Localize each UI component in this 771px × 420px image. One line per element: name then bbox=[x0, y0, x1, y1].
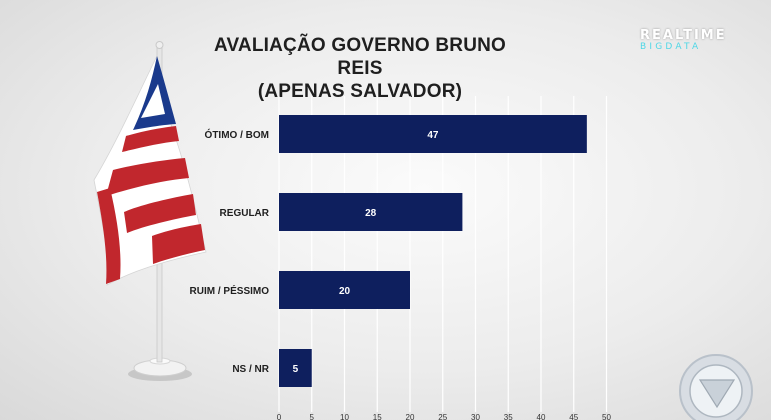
flag-pole-tip bbox=[155, 41, 164, 49]
x-axis-ticks: 0 5 10 15 20 25 30 35 40 45 50 bbox=[277, 413, 612, 420]
bar bbox=[279, 115, 587, 153]
data-label: 20 bbox=[339, 286, 351, 297]
x-tick-label: 40 bbox=[537, 413, 546, 420]
x-tick-label: 35 bbox=[504, 413, 513, 420]
bar bbox=[279, 271, 410, 309]
x-tick-label: 25 bbox=[438, 413, 447, 420]
brand-line-1: REALTIME bbox=[640, 28, 727, 43]
flag-red-stripe-5 bbox=[152, 224, 205, 264]
flag-red-stripe-3 bbox=[124, 194, 196, 233]
category-label: REGULAR bbox=[220, 208, 270, 219]
flag-red-stripe-2 bbox=[106, 158, 189, 196]
title-line-1: AVALIAÇÃO GOVERNO BRUNO REIS bbox=[213, 35, 507, 79]
flag-white-triangle bbox=[141, 84, 165, 118]
category-label: ÓTIMO / BOM bbox=[205, 128, 269, 141]
x-tick-label: 15 bbox=[373, 413, 382, 420]
bar bbox=[279, 349, 312, 387]
category-labels: ÓTIMO / BOM REGULAR RUIM / PÉSSIMO NS / NR bbox=[190, 128, 270, 375]
data-label: 47 bbox=[427, 130, 439, 141]
bar bbox=[279, 193, 463, 231]
bahia-flag-illustration bbox=[93, 41, 207, 381]
x-tick-label: 45 bbox=[569, 413, 578, 420]
logo-mark bbox=[698, 379, 736, 409]
x-tick-label: 30 bbox=[471, 413, 480, 420]
x-tick-label: 50 bbox=[602, 413, 611, 420]
brand-line-2: BIGDATA bbox=[640, 42, 702, 52]
brand-logo: REALTIME BIGDATA bbox=[640, 28, 727, 52]
x-tick-label: 10 bbox=[340, 413, 349, 420]
category-label: NS / NR bbox=[232, 364, 269, 375]
category-label: RUIM / PÉSSIMO bbox=[190, 284, 270, 297]
data-label: 5 bbox=[293, 364, 299, 375]
x-tick-label: 5 bbox=[310, 413, 315, 420]
record-logo bbox=[679, 354, 753, 420]
chart-title: AVALIAÇÃO GOVERNO BRUNO REIS (APENAS SAL… bbox=[200, 34, 520, 103]
title-line-2: (APENAS SALVADOR) bbox=[257, 81, 463, 102]
x-tick-label: 0 bbox=[277, 413, 282, 420]
data-label: 28 bbox=[365, 208, 377, 219]
bar-series: 47 28 20 5 bbox=[279, 115, 587, 387]
x-tick-label: 20 bbox=[406, 413, 415, 420]
flag-red-stripe-4 bbox=[97, 188, 121, 284]
flag-red-stripe-1 bbox=[122, 126, 179, 152]
